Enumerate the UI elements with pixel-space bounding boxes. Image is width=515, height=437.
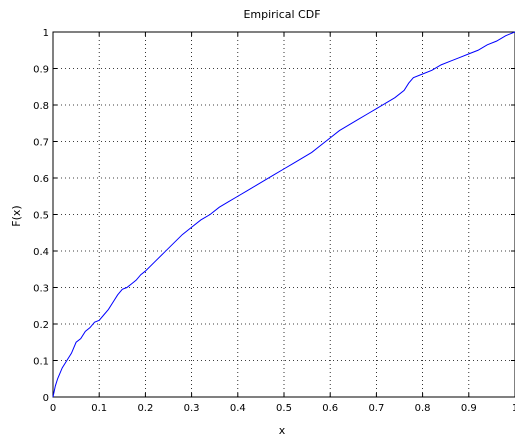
x-tick-label: 0.9 bbox=[461, 403, 477, 414]
y-tick-label: 0.5 bbox=[33, 211, 49, 222]
y-tick-label: 0.2 bbox=[33, 320, 49, 331]
chart-title: Empirical CDF bbox=[243, 8, 320, 21]
x-tick-label: 0 bbox=[50, 403, 56, 414]
y-tick-label: 0.3 bbox=[33, 284, 49, 295]
y-tick-label: 0.4 bbox=[33, 247, 49, 258]
y-tick-label: 0.8 bbox=[33, 101, 49, 112]
grid-lines bbox=[53, 32, 515, 397]
y-tick-label: 0.1 bbox=[33, 357, 49, 368]
x-axis-label: x bbox=[279, 424, 286, 437]
y-tick-labels: 0 0.1 0.2 0.3 0.4 0.5 0.6 0.7 0.8 0.9 1 bbox=[33, 28, 49, 404]
x-tick-label: 0.5 bbox=[276, 403, 292, 414]
y-axis-label: F(x) bbox=[10, 205, 23, 226]
y-tick-label: 0.7 bbox=[33, 138, 49, 149]
x-tick-label: 0.2 bbox=[137, 403, 153, 414]
x-tick-label: 1 bbox=[512, 403, 515, 414]
y-tick-label: 1 bbox=[43, 28, 49, 39]
x-tick-label: 0.7 bbox=[368, 403, 384, 414]
cdf-line bbox=[52, 31, 515, 398]
y-tick-label: 0 bbox=[43, 393, 49, 404]
x-tick-label: 0.8 bbox=[415, 403, 431, 414]
x-tick-label: 0.3 bbox=[184, 403, 200, 414]
y-tick-label: 0.6 bbox=[33, 174, 49, 185]
x-tick-label: 0.4 bbox=[230, 403, 246, 414]
series-layer bbox=[52, 31, 515, 398]
x-tick-label: 0.6 bbox=[322, 403, 338, 414]
y-tick-label: 0.9 bbox=[33, 65, 49, 76]
x-tick-label: 0.1 bbox=[91, 403, 107, 414]
x-tick-labels: 0 0.1 0.2 0.3 0.4 0.5 0.6 0.7 0.8 0.9 1 bbox=[50, 403, 515, 414]
